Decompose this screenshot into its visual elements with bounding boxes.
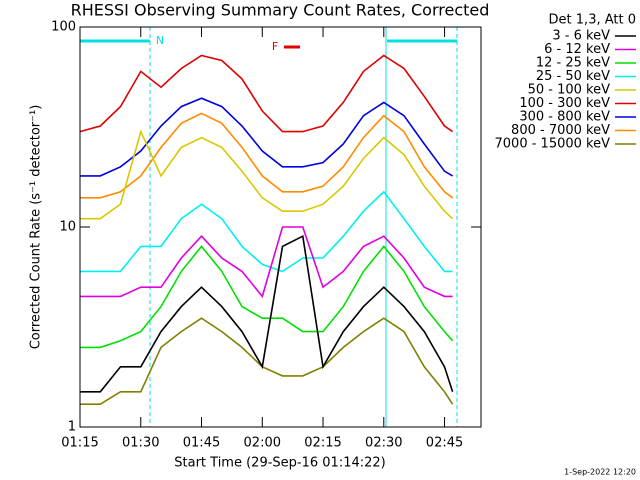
series-line — [80, 129, 454, 220]
legend-title: Det 1,3, Att 0 — [549, 13, 636, 28]
legend-label: 3 - 6 keV — [552, 29, 610, 44]
y-tick-label: 10 — [59, 220, 76, 235]
x-tick-label: 01:45 — [183, 436, 220, 451]
legend-label: 6 - 12 keV — [544, 42, 610, 57]
annotation: F — [272, 40, 278, 53]
legend-label: 25 - 50 keV — [536, 69, 610, 84]
x-axis-label: Start Time (29-Sep-16 01:14:22) — [174, 456, 385, 471]
legend-label: 12 - 25 keV — [536, 56, 610, 71]
x-tick-label: 02:00 — [244, 436, 281, 451]
x-tick-label: 02:15 — [304, 436, 341, 451]
y-tick-label: 100 — [51, 20, 76, 35]
series-line — [80, 226, 453, 299]
series-line — [80, 245, 454, 349]
x-tick-label: 02:30 — [365, 436, 402, 451]
series-line — [79, 54, 454, 133]
y-axis-label: Corrected Count Rate (s⁻¹ detector⁻¹) — [29, 105, 44, 350]
series-line — [80, 112, 454, 199]
legend-label: 100 - 300 keV — [519, 96, 610, 111]
legend-label: 800 - 7000 keV — [511, 123, 610, 138]
series-line — [80, 190, 453, 273]
legend-label: 7000 - 15000 keV — [495, 137, 611, 152]
series-line — [80, 234, 454, 393]
x-tick-label: 01:15 — [61, 436, 98, 451]
annotation: N — [156, 34, 164, 47]
series-line — [80, 317, 454, 405]
chart-title: RHESSI Observing Summary Count Rates, Co… — [71, 1, 490, 20]
footer: 1-Sep-2022 12:20 — [564, 468, 636, 477]
series-line — [80, 97, 454, 177]
y-tick-label: 1 — [68, 420, 76, 435]
legend-label: 300 - 800 keV — [519, 110, 610, 125]
x-tick-label: 02:45 — [426, 436, 463, 451]
x-tick-label: 01:30 — [122, 436, 159, 451]
legend-label: 50 - 100 keV — [528, 83, 611, 98]
